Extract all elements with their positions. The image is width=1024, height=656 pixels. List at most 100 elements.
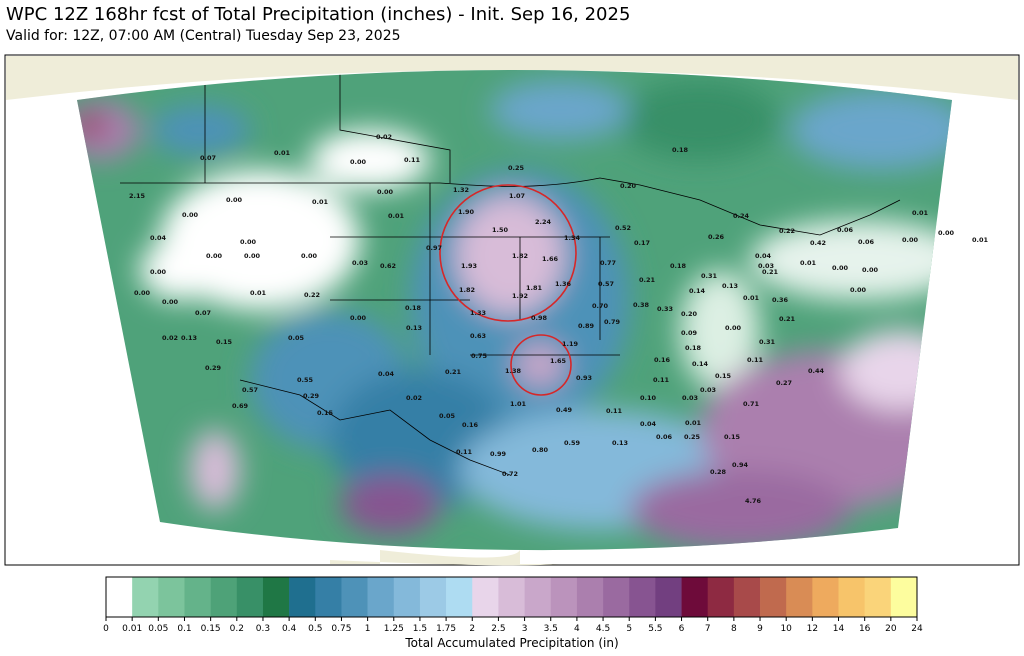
point-label: 0.69 xyxy=(232,402,249,410)
colorbar-bin xyxy=(864,577,892,617)
colorbar-tick-label: 2 xyxy=(469,624,475,634)
colorbar-border xyxy=(105,576,918,618)
colorbar-tick-label: 0.01 xyxy=(122,624,142,634)
colorbar-bin xyxy=(106,577,133,617)
point-label: 0.28 xyxy=(710,468,727,476)
colorbar-tick-label: 5.5 xyxy=(648,624,662,634)
colorbar-bin xyxy=(550,577,578,617)
point-label: 0.14 xyxy=(692,360,709,368)
point-label: 0.11 xyxy=(606,407,623,415)
colorbar-bin xyxy=(681,577,709,617)
point-label: 0.57 xyxy=(242,386,258,394)
point-label: 0.00 xyxy=(206,252,223,260)
point-label: 0.29 xyxy=(205,364,222,372)
colorbar-label: Total Accumulated Precipitation (in) xyxy=(404,636,618,650)
point-label: 0.04 xyxy=(378,370,395,378)
point-label: 0.11 xyxy=(747,356,764,364)
point-label: 0.72 xyxy=(502,470,518,478)
point-label: 0.07 xyxy=(195,309,211,317)
colorbar-bin xyxy=(629,577,656,617)
point-label: 0.01 xyxy=(912,209,929,217)
colorbar-tick-label: 4.5 xyxy=(596,624,610,634)
point-label: 0.24 xyxy=(733,212,750,220)
point-label: 0.06 xyxy=(837,226,854,234)
point-label: 0.01 xyxy=(800,259,817,267)
point-label: 0.13 xyxy=(722,282,738,290)
colorbar-tick-label: 3 xyxy=(522,624,528,634)
colorbar-bin xyxy=(498,577,525,617)
point-label: 0.36 xyxy=(772,296,789,304)
point-label: 4.76 xyxy=(745,497,762,505)
precip-field xyxy=(77,70,952,551)
colorbar-bin xyxy=(576,577,604,617)
point-label: 0.02 xyxy=(376,133,392,141)
colorbar-tick-label: 1.75 xyxy=(436,624,456,634)
point-label: 0.20 xyxy=(681,310,698,318)
point-label: 1.38 xyxy=(505,367,522,375)
point-label: 0.16 xyxy=(654,356,671,364)
point-label: 0.94 xyxy=(732,461,749,469)
colorbar-tick-label: 0 xyxy=(103,624,109,634)
colorbar-tick-label: 0.05 xyxy=(148,624,168,634)
point-label: 0.00 xyxy=(240,238,257,246)
colorbar-tick-label: 6 xyxy=(679,624,685,634)
point-label: 0.57 xyxy=(598,280,614,288)
point-label: 0.44 xyxy=(808,367,825,375)
point-label: 0.80 xyxy=(532,446,549,454)
point-label: 0.31 xyxy=(759,338,776,346)
point-label: 0.00 xyxy=(725,324,742,332)
point-label: 0.03 xyxy=(700,386,716,394)
colorbar-tick-label: 9 xyxy=(757,624,763,634)
colorbar-tick-label: 0.5 xyxy=(308,624,322,634)
point-label: 0.98 xyxy=(531,314,548,322)
colorbar-tick-label: 0.2 xyxy=(230,624,244,634)
point-label: 1.34 xyxy=(564,234,581,242)
point-label: 0.09 xyxy=(681,329,698,337)
colorbar-tick-label: 20 xyxy=(885,624,897,634)
point-label: 0.01 xyxy=(972,236,989,244)
point-label: 0.01 xyxy=(685,419,702,427)
point-label: 1.36 xyxy=(555,280,572,288)
colorbar-tick-label: 10 xyxy=(780,624,792,634)
point-label: 0.55 xyxy=(297,376,314,384)
point-label: 0.21 xyxy=(779,315,796,323)
point-label: 0.01 xyxy=(743,294,760,302)
colorbar-bin xyxy=(184,577,211,617)
point-label: 0.00 xyxy=(938,229,955,237)
colorbar-tick-label: 1.5 xyxy=(413,624,427,634)
point-label: 0.31 xyxy=(701,272,718,280)
colorbar-bin xyxy=(760,577,787,617)
colorbar-tick-label: 0.75 xyxy=(331,624,351,634)
point-label: 1.82 xyxy=(459,286,475,294)
point-label: 0.79 xyxy=(604,318,621,326)
point-label: 0.00 xyxy=(301,252,318,260)
point-label: 0.00 xyxy=(862,266,879,274)
colorbar-tick-label: 1 xyxy=(365,624,371,634)
point-label: 0.99 xyxy=(490,450,507,458)
colorbar-bin xyxy=(132,577,159,617)
point-label: 0.93 xyxy=(576,374,592,382)
point-label: 0.27 xyxy=(776,379,792,387)
colorbar-tick-label: 12 xyxy=(807,624,818,634)
point-label: 0.42 xyxy=(810,239,826,247)
point-label: 0.77 xyxy=(600,259,616,267)
point-label: 0.01 xyxy=(388,212,405,220)
colorbar-bin xyxy=(210,577,238,617)
point-label: 0.97 xyxy=(426,244,442,252)
subtitle: Valid for: 12Z, 07:00 AM (Central) Tuesd… xyxy=(6,28,401,44)
land xyxy=(330,550,560,566)
point-label: 1.81 xyxy=(526,284,543,292)
point-label: 0.03 xyxy=(758,262,774,270)
colorbar-tick-label: 8 xyxy=(731,624,737,634)
point-label: 1.33 xyxy=(470,309,486,317)
point-label: 0.15 xyxy=(724,433,741,441)
point-label: 0.11 xyxy=(653,376,670,384)
colorbar-bin xyxy=(158,577,185,617)
point-label: 0.71 xyxy=(743,400,760,408)
point-label: 1.19 xyxy=(562,340,579,348)
point-label: 0.06 xyxy=(858,238,875,246)
point-label: 0.89 xyxy=(578,322,595,330)
point-label: 0.59 xyxy=(564,439,581,447)
colorbar-tick-label: 2.5 xyxy=(491,624,505,634)
